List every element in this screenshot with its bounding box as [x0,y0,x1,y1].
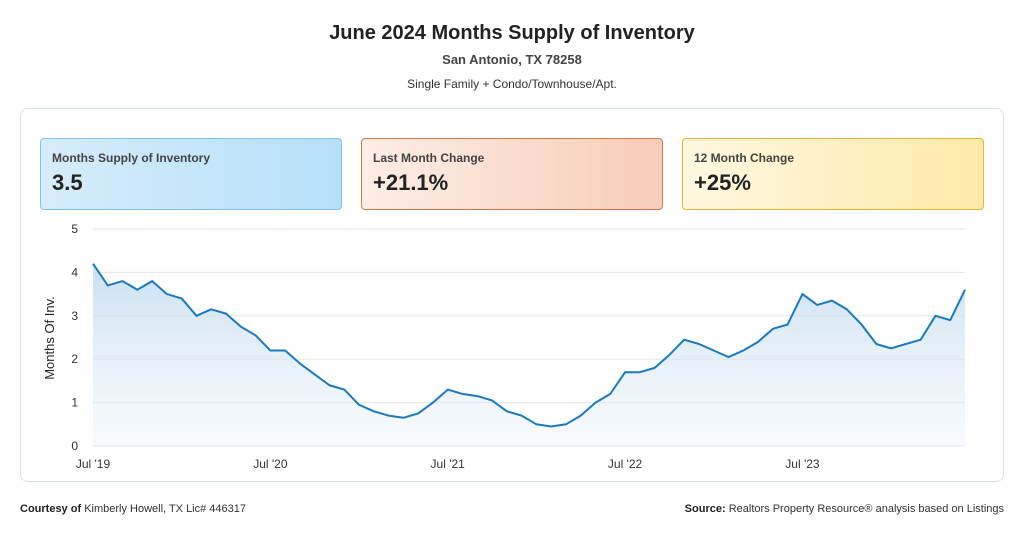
metric-card-value: +21.1% [373,170,449,195]
source-text: Realtors Property Resource® analysis bas… [728,503,1004,515]
chart-title: June 2024 Months Supply of Inventory [329,22,695,44]
metric-card-value: 3.5 [52,170,83,195]
courtesy-text: Kimberly Howell, TX Lic# 446317 [84,503,247,515]
footer-courtesy: Courtesy of Kimberly Howell, TX Lic# 446… [20,503,246,515]
x-tick-label: Jul '21 [431,457,466,471]
y-tick-label: 0 [71,439,78,453]
metric-card-label: Last Month Change [373,151,485,165]
x-tick-label: Jul '23 [785,457,820,471]
metric-card-value: +25% [694,170,751,195]
metric-card-supply: Months Supply of Inventory 3.5 [40,138,342,210]
y-axis-label: Months Of Inv. [42,296,57,380]
metric-card-label: Months Supply of Inventory [52,151,210,165]
y-tick-label: 4 [71,265,78,279]
metric-card-12-month: 12 Month Change +25% [682,138,984,210]
footer-source: Source: Realtors Property Resource® anal… [685,503,1004,515]
y-tick-label: 5 [71,222,78,236]
metric-card-last-month: Last Month Change +21.1% [361,138,663,210]
y-tick-label: 3 [71,309,78,323]
courtesy-label: Courtesy of [20,503,82,515]
chart-location: San Antonio, TX 78258 [442,52,582,67]
x-tick-label: Jul '20 [253,457,288,471]
y-tick-label: 1 [71,396,78,410]
x-axis-ticks: Jul '19 Jul '20 Jul '21 Jul '22 Jul '23 [76,457,820,471]
x-tick-label: Jul '19 [76,457,111,471]
metric-card-label: 12 Month Change [694,151,795,165]
y-tick-label: 2 [71,352,78,366]
series-line [92,263,966,428]
x-tick-label: Jul '22 [608,457,643,471]
source-label: Source: [684,503,726,515]
y-axis-ticks: 0 1 2 3 4 5 [71,222,78,453]
property-types: Single Family + Condo/Townhouse/Apt. [407,77,617,91]
series-area [93,263,965,446]
